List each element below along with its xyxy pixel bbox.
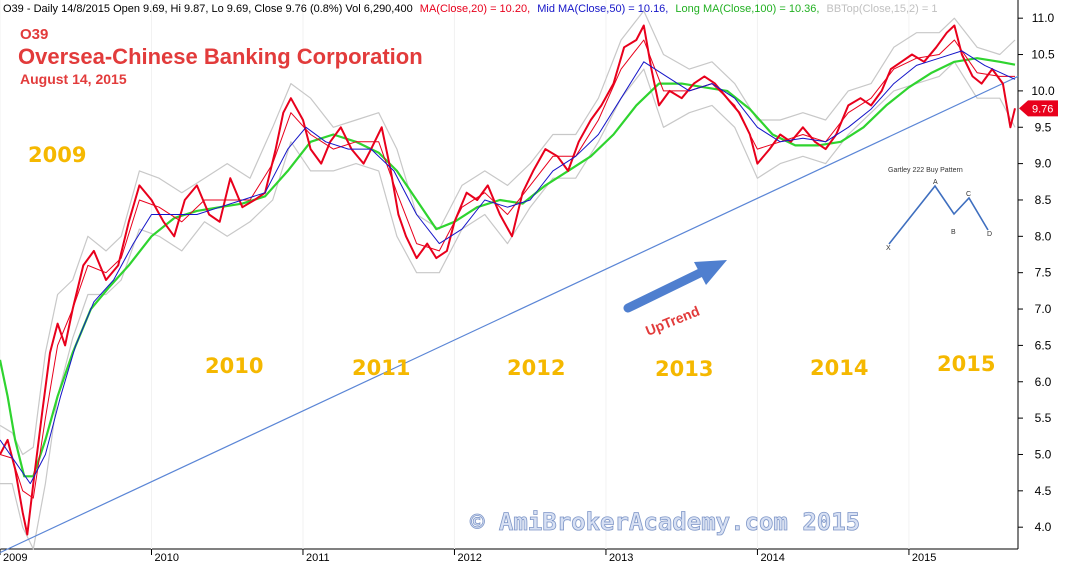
gartley-pattern-inset: Gartley 222 Buy Pattern X A B C D: [886, 167, 992, 252]
ma50-line: [0, 50, 1016, 485]
x-tick-label: 2011: [306, 552, 330, 564]
uptrend-arrow: [623, 260, 727, 313]
gridlines: [0, 0, 910, 549]
header-symbol-info: O39 - Daily 14/8/2015 Open 9.69, Hi 9.87…: [3, 3, 413, 15]
gartley-pattern-line: [888, 184, 989, 245]
y-tick-label: 9.0: [1035, 157, 1052, 171]
y-tick-label: 4.0: [1035, 520, 1052, 534]
y-tick-label: 10.5: [1031, 48, 1055, 62]
year-label-2009: 2009: [28, 143, 86, 167]
bollinger-top-line: [0, 10, 1016, 456]
y-tick-label: 9.5: [1035, 120, 1052, 134]
y-tick-label: 4.5: [1035, 484, 1052, 498]
year-label-2011: 2011: [352, 356, 410, 380]
year-labels: 2009 2010 2011 2012 2013 2014 2015: [28, 143, 995, 381]
x-axis: 2009 2010 2011 2012 2013 2014 2015: [0, 549, 936, 564]
gartley-point-x: X: [886, 245, 891, 252]
chart-header: O39 - Daily 14/8/2015 Open 9.69, Hi 9.87…: [3, 3, 937, 15]
uptrend-line: [0, 75, 1019, 554]
y-tick-label: 8.0: [1035, 229, 1052, 243]
x-tick-label: 2014: [760, 552, 784, 564]
gartley-point-b: B: [951, 229, 956, 236]
year-label-2014: 2014: [810, 356, 868, 380]
y-tick-label: 5.0: [1035, 447, 1052, 461]
last-price-value: 9.76: [1032, 103, 1053, 115]
y-tick-label: 6.0: [1035, 375, 1052, 389]
year-label-2012: 2012: [507, 356, 565, 380]
year-label-2015: 2015: [937, 352, 995, 376]
company-title: Oversea-Chinese Banking Corporation: [18, 44, 423, 69]
x-tick-label: 2013: [609, 552, 633, 564]
header-ma20: MA(Close,20) = 10.20,: [420, 3, 530, 15]
y-tick-label: 7.0: [1035, 302, 1052, 316]
last-price-tag: 9.76: [1019, 100, 1058, 117]
y-tick-label: 8.5: [1035, 193, 1052, 207]
ticker-title: O39: [20, 26, 48, 43]
year-label-2013: 2013: [655, 357, 713, 381]
price-line: [0, 24, 1016, 536]
gartley-point-c: C: [966, 191, 971, 198]
y-tick-label: 10.0: [1031, 84, 1055, 98]
x-tick-label: 2012: [457, 552, 481, 564]
header-bbtop: BBTop(Close,15,2) = 1: [827, 3, 938, 15]
series-layer: [0, 10, 1019, 554]
watermark: © AmiBrokerAcademy.com 2015: [470, 508, 860, 536]
y-tick-label: 11.0: [1032, 11, 1055, 25]
y-tick-label: 7.5: [1035, 266, 1052, 280]
x-tick-label: 2010: [154, 552, 178, 564]
ma20-line: [0, 39, 1015, 499]
header-ma50: Mid MA(Close,50) = 10.16,: [537, 3, 668, 15]
x-tick-label: 2015: [912, 552, 936, 564]
year-label-2010: 2010: [205, 354, 263, 378]
y-axis: 4.0 4.5 5.0 5.5 6.0 6.5 7.0 7.5 8.0 8.5 9.0 9.5 10.0…: [1018, 11, 1055, 534]
gartley-point-a: A: [933, 179, 938, 186]
date-title: August 14, 2015: [20, 71, 127, 87]
header-ma100: Long MA(Close,100) = 10.36,: [675, 3, 819, 15]
y-tick-label: 6.5: [1035, 338, 1052, 352]
gartley-title: Gartley 222 Buy Pattern: [888, 167, 963, 174]
gartley-point-d: D: [987, 231, 992, 238]
y-tick-label: 5.5: [1035, 411, 1052, 425]
x-tick-label: 2009: [3, 552, 27, 564]
plot-area: [0, 0, 1018, 549]
